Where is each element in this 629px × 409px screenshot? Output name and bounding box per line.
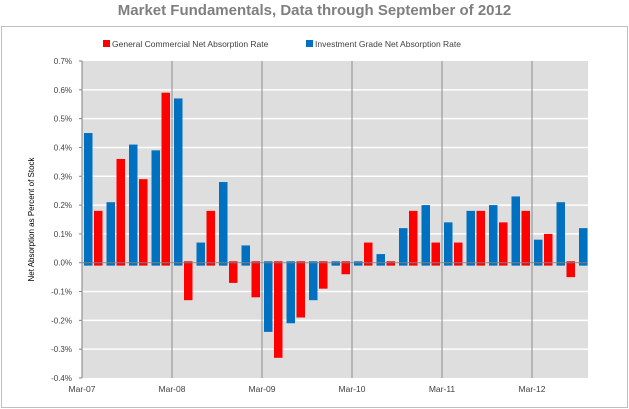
x-tick-label: Mar-10 — [339, 384, 366, 394]
bar-general-commercial — [521, 210, 530, 266]
bar-investment-grade — [556, 202, 565, 266]
x-tick-label: Mar-11 — [429, 384, 456, 394]
bar-investment-grade — [106, 202, 115, 266]
bar-general-commercial — [341, 261, 350, 275]
y-tick-label: -0.3% — [51, 345, 72, 354]
bar-general-commercial — [499, 222, 508, 266]
legend-swatch — [103, 40, 110, 47]
y-tick-label: -0.2% — [51, 316, 72, 325]
x-tick-label: Mar-12 — [519, 384, 546, 394]
bar-general-commercial — [476, 210, 485, 266]
bar-investment-grade — [151, 150, 160, 266]
x-tick-label: Mar-09 — [249, 384, 276, 394]
bar-general-commercial — [184, 261, 193, 301]
bar-general-commercial — [319, 261, 328, 289]
bar-general-commercial — [274, 261, 283, 358]
bar-investment-grade — [534, 239, 543, 266]
bar-general-commercial — [454, 242, 463, 266]
bar-investment-grade — [331, 261, 340, 266]
bar-general-commercial — [139, 179, 148, 266]
legend-label: Investment Grade Net Absorption Rate — [315, 39, 461, 49]
bar-investment-grade — [399, 228, 408, 266]
bar-general-commercial — [161, 92, 170, 266]
bar-general-commercial — [229, 261, 238, 283]
y-tick-label: 0.6% — [54, 86, 72, 95]
bar-general-commercial — [251, 261, 260, 298]
legend-swatch — [306, 40, 313, 47]
bar-general-commercial — [94, 210, 103, 266]
y-tick-label: -0.4% — [51, 374, 72, 383]
bar-general-commercial — [409, 210, 418, 266]
chart-title: Market Fundamentals, Data through Septem… — [117, 2, 512, 19]
bar-investment-grade — [286, 261, 295, 324]
bar-investment-grade — [354, 261, 363, 266]
bar-investment-grade — [196, 242, 205, 266]
bar-investment-grade — [219, 182, 228, 266]
bar-investment-grade — [511, 196, 520, 266]
x-tick-label: Mar-07 — [69, 384, 96, 394]
y-tick-label: 0.1% — [54, 230, 72, 239]
x-tick-label: Mar-08 — [159, 384, 186, 394]
bar-investment-grade — [579, 228, 588, 266]
bar-investment-grade — [376, 254, 385, 266]
bar-investment-grade — [489, 205, 498, 266]
y-axis-label: Net Absorption as Percent of Stock — [27, 156, 36, 281]
y-tick-label: -0.1% — [51, 288, 72, 297]
bar-general-commercial — [116, 158, 125, 266]
bar-investment-grade — [309, 261, 318, 301]
bar-investment-grade — [174, 98, 183, 266]
bar-general-commercial — [296, 261, 305, 318]
bar-general-commercial — [364, 242, 373, 266]
y-tick-label: 0.5% — [54, 115, 72, 124]
y-tick-label: 0.2% — [54, 201, 72, 210]
y-tick-label: 0.0% — [54, 259, 72, 268]
bar-investment-grade — [241, 245, 250, 266]
bar-investment-grade — [84, 133, 93, 266]
bar-investment-grade — [421, 205, 430, 266]
bar-investment-grade — [444, 222, 453, 266]
y-tick-label: 0.7% — [54, 57, 72, 66]
legend-label: General Commercial Net Absorption Rate — [112, 39, 269, 49]
y-tick-label: 0.4% — [54, 143, 72, 152]
bar-general-commercial — [566, 261, 575, 278]
bar-general-commercial — [386, 261, 395, 266]
bar-general-commercial — [544, 233, 553, 266]
bar-general-commercial — [206, 210, 215, 266]
bar-general-commercial — [431, 242, 440, 266]
y-tick-label: 0.3% — [54, 172, 72, 181]
bar-investment-grade — [264, 261, 273, 332]
bar-investment-grade — [129, 144, 138, 266]
bar-investment-grade — [466, 210, 475, 266]
chart-frame — [1, 26, 628, 408]
